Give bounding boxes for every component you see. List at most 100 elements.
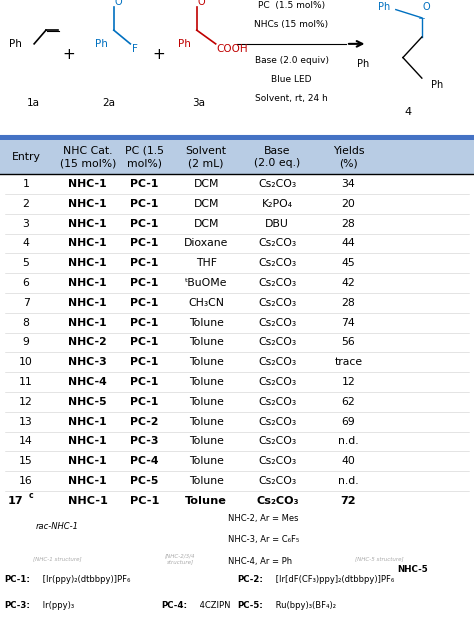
Text: Tolune: Tolune: [189, 417, 224, 427]
Text: Cs₂CO₃: Cs₂CO₃: [258, 298, 296, 308]
Text: Cs₂CO₃: Cs₂CO₃: [258, 318, 296, 328]
Text: NHC-1: NHC-1: [68, 298, 107, 308]
Text: 28: 28: [341, 298, 356, 308]
Text: 2: 2: [23, 199, 29, 209]
Text: 6: 6: [23, 278, 29, 288]
Text: PC-1: PC-1: [130, 179, 159, 189]
Text: Solvent: Solvent: [186, 146, 227, 156]
Text: NHC Cat.: NHC Cat.: [63, 146, 112, 156]
Text: NHC-1: NHC-1: [68, 318, 107, 328]
Text: (15 mol%): (15 mol%): [60, 158, 116, 168]
Text: 4: 4: [404, 107, 411, 117]
Text: (%): (%): [339, 158, 358, 168]
Text: Base: Base: [264, 146, 291, 156]
Text: Ph: Ph: [95, 39, 108, 49]
Text: Dioxane: Dioxane: [184, 239, 228, 249]
Text: PC-1: PC-1: [130, 357, 159, 367]
Text: PC-1: PC-1: [130, 397, 159, 407]
Text: [Ir(ppy)₂(dtbbpy)]PF₆: [Ir(ppy)₂(dtbbpy)]PF₆: [40, 574, 131, 584]
Text: PC-1: PC-1: [130, 338, 159, 348]
Text: PC-1: PC-1: [130, 377, 159, 387]
Text: +: +: [63, 47, 75, 62]
Text: PC-3:: PC-3:: [5, 601, 31, 610]
Text: PC-2:: PC-2:: [237, 574, 263, 584]
Text: (2 mL): (2 mL): [189, 158, 224, 168]
Text: PC-1: PC-1: [130, 278, 159, 288]
Text: 14: 14: [19, 437, 33, 447]
Text: 74: 74: [341, 318, 356, 328]
Text: Tolune: Tolune: [189, 437, 224, 447]
Text: 1a: 1a: [27, 98, 40, 108]
Text: COOH: COOH: [217, 44, 248, 54]
Text: Tolune: Tolune: [189, 377, 224, 387]
Text: Ph: Ph: [431, 80, 444, 90]
Text: PC  (1.5 mol%): PC (1.5 mol%): [258, 1, 325, 10]
Text: 42: 42: [341, 278, 356, 288]
Text: 12: 12: [341, 377, 356, 387]
Text: 4CZIPN: 4CZIPN: [197, 601, 230, 610]
Text: Entry: Entry: [12, 152, 40, 162]
Text: NHC-1: NHC-1: [68, 496, 108, 506]
Text: PC-3: PC-3: [130, 437, 159, 447]
Bar: [0, 137, 474, 140]
Text: PC-1: PC-1: [130, 199, 159, 209]
Text: Cs₂CO₃: Cs₂CO₃: [258, 278, 296, 288]
Text: 2a: 2a: [102, 98, 116, 108]
Text: c: c: [28, 491, 33, 500]
Text: NHC-4, Ar = Ph: NHC-4, Ar = Ph: [228, 558, 292, 566]
Text: NHC-1: NHC-1: [68, 258, 107, 269]
Text: Cs₂CO₃: Cs₂CO₃: [258, 476, 296, 486]
Text: [NHC-5 structure]: [NHC-5 structure]: [355, 556, 403, 561]
Text: Cs₂CO₃: Cs₂CO₃: [256, 496, 299, 506]
Text: 1: 1: [23, 179, 29, 189]
Text: rac-NHC-1: rac-NHC-1: [36, 521, 78, 531]
Text: Cs₂CO₃: Cs₂CO₃: [258, 357, 296, 367]
Text: 4: 4: [23, 239, 29, 249]
Text: 9: 9: [23, 338, 29, 348]
Text: (2.0 eq.): (2.0 eq.): [254, 158, 301, 168]
Text: 72: 72: [341, 496, 356, 506]
Text: NHC-1: NHC-1: [68, 219, 107, 229]
Text: n.d.: n.d.: [338, 437, 359, 447]
Text: Cs₂CO₃: Cs₂CO₃: [258, 179, 296, 189]
Text: Cs₂CO₃: Cs₂CO₃: [258, 417, 296, 427]
Text: 8: 8: [23, 318, 29, 328]
Text: +: +: [153, 47, 165, 62]
Text: Ph: Ph: [378, 2, 390, 12]
Text: 3a: 3a: [192, 98, 206, 108]
Text: F: F: [132, 44, 137, 54]
Text: NHC-1: NHC-1: [68, 456, 107, 466]
Text: Tolune: Tolune: [189, 456, 224, 466]
Text: Tolune: Tolune: [185, 496, 227, 506]
Text: 13: 13: [19, 417, 33, 427]
Text: NHC-5: NHC-5: [68, 397, 107, 407]
Text: O: O: [423, 2, 430, 12]
Text: PC (1.5: PC (1.5: [125, 146, 164, 156]
Text: 11: 11: [19, 377, 33, 387]
Text: 34: 34: [341, 179, 356, 189]
Text: PC-1: PC-1: [130, 258, 159, 269]
Text: NHC-1: NHC-1: [68, 437, 107, 447]
Text: Tolune: Tolune: [189, 357, 224, 367]
Text: Cs₂CO₃: Cs₂CO₃: [258, 456, 296, 466]
Text: 5: 5: [23, 258, 29, 269]
Text: THF: THF: [196, 258, 217, 269]
Text: Ph: Ph: [178, 39, 191, 49]
Bar: [0, 140, 474, 174]
Text: CH₃CN: CH₃CN: [188, 298, 224, 308]
Text: [Ir[dF(CF₃)ppy]₂(dtbbpy)]PF₆: [Ir[dF(CF₃)ppy]₂(dtbbpy)]PF₆: [273, 574, 394, 584]
Text: 44: 44: [341, 239, 356, 249]
Text: NHC-3, Ar = C₆F₅: NHC-3, Ar = C₆F₅: [228, 535, 299, 545]
Text: O: O: [115, 0, 122, 7]
Text: 7: 7: [23, 298, 29, 308]
Text: PC-1: PC-1: [130, 239, 159, 249]
Text: trace: trace: [334, 357, 363, 367]
Text: 28: 28: [341, 219, 356, 229]
Text: 40: 40: [341, 456, 356, 466]
Text: [NHC-1 structure]: [NHC-1 structure]: [33, 556, 81, 561]
Text: Cs₂CO₃: Cs₂CO₃: [258, 437, 296, 447]
Text: 10: 10: [19, 357, 33, 367]
Text: NHCs (15 mol%): NHCs (15 mol%): [255, 20, 328, 29]
Text: PC-1:: PC-1:: [5, 574, 31, 584]
Text: ᵗBuOMe: ᵗBuOMe: [185, 278, 228, 288]
